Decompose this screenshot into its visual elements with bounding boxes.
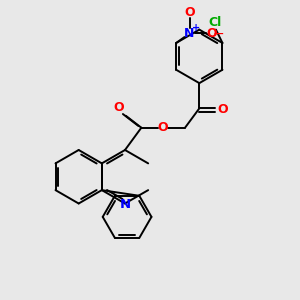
Text: N: N	[184, 27, 195, 40]
Text: O: O	[113, 101, 124, 114]
Text: O: O	[184, 6, 195, 19]
Text: Cl: Cl	[208, 16, 222, 29]
Text: O: O	[158, 121, 168, 134]
Text: O: O	[206, 27, 217, 40]
Text: O: O	[218, 103, 228, 116]
Text: +: +	[192, 22, 200, 32]
Text: N: N	[119, 199, 130, 212]
Text: −: −	[212, 26, 224, 40]
